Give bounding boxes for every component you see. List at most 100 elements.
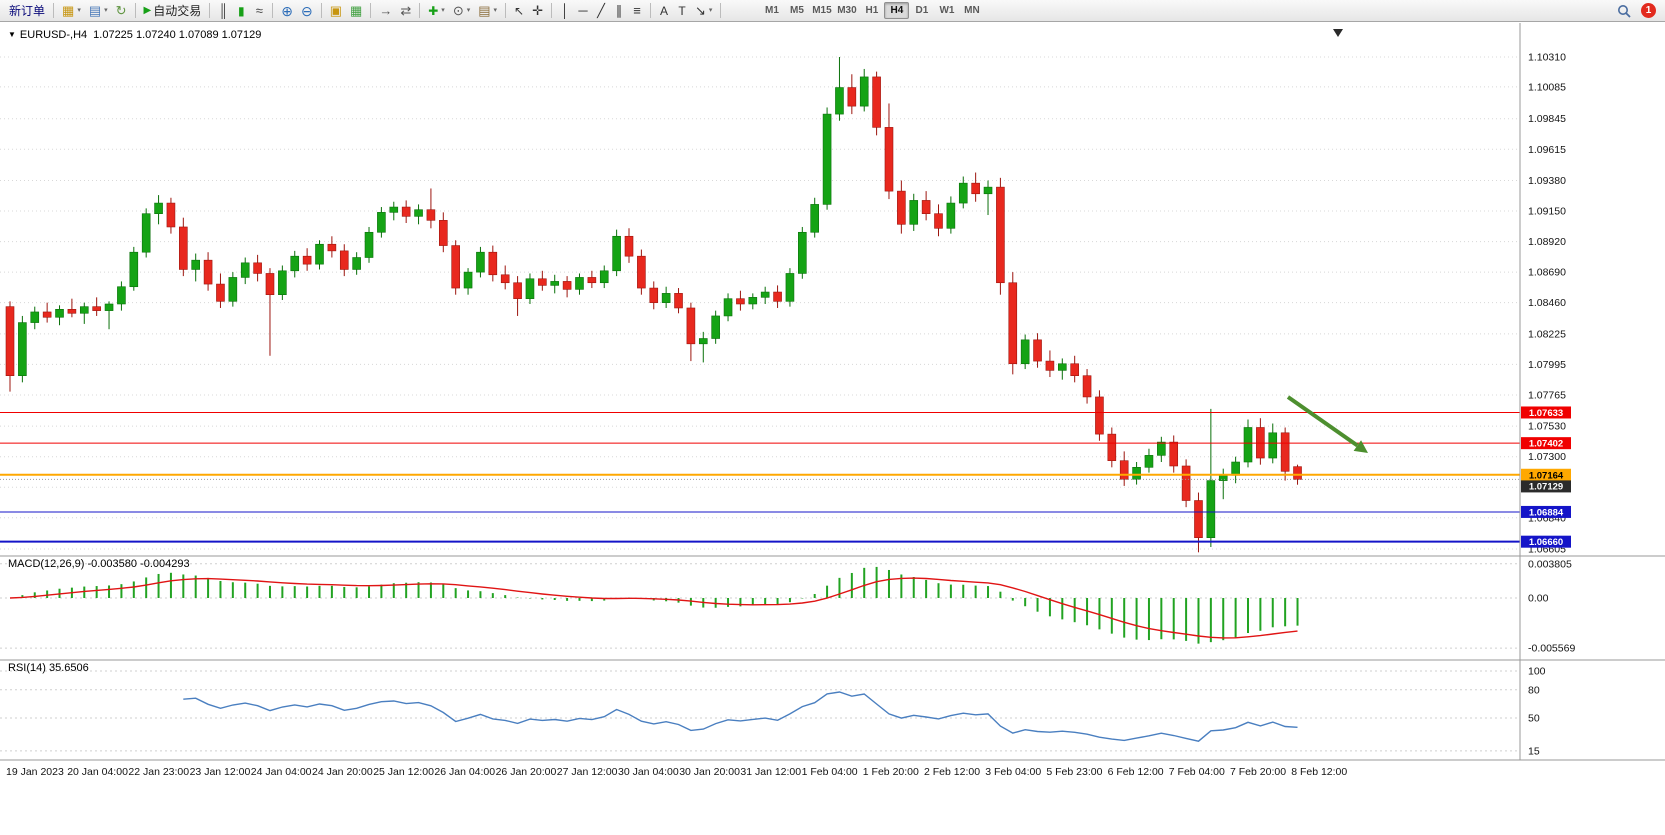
candle-body: [92, 306, 101, 311]
zoom-out-icon-glyph: ⊖: [301, 2, 313, 19]
candle-body: [339, 250, 349, 270]
auto-scroll-icon[interactable]: →: [375, 2, 396, 20]
candle-body: [438, 220, 448, 246]
label-icon-glyph: T: [678, 3, 686, 18]
collapse-triangle-icon[interactable]: ▼: [8, 30, 16, 39]
new-chart-icon-caret: ▾: [77, 7, 81, 14]
candle-body: [996, 186, 1005, 284]
rsi-axis-label: 50: [1528, 713, 1540, 725]
zoom-out-icon[interactable]: ⊖: [297, 2, 317, 20]
candle-body: [67, 309, 77, 314]
notification-badge[interactable]: 1: [1641, 3, 1656, 18]
new-window-icon[interactable]: ▣: [326, 2, 346, 20]
timeframe-h1[interactable]: H1: [859, 2, 884, 19]
label-icon[interactable]: T: [673, 2, 691, 20]
timeframe-m30[interactable]: M30: [834, 2, 859, 19]
candle-body: [463, 271, 473, 289]
toolbar-separator: [53, 3, 55, 18]
search-icon[interactable]: [1617, 4, 1631, 18]
arrows-icon[interactable]: ↘ ▾: [691, 2, 716, 20]
candlestick-chart-icon-glyph: ▮: [237, 3, 245, 18]
price-tag-label: 1.07633: [1529, 408, 1563, 419]
indicators-icon-caret: ▾: [441, 7, 445, 14]
chart-shift-icon[interactable]: ⇄: [396, 2, 415, 20]
candle-body: [760, 291, 770, 298]
horizontal-line-icon[interactable]: ─: [574, 2, 592, 20]
candle-body: [30, 311, 40, 323]
refresh-icon[interactable]: ↻: [112, 2, 131, 20]
channel-icon[interactable]: ∥: [610, 2, 628, 20]
arrows-icon-glyph: ↘: [695, 3, 706, 18]
crosshair-icon-glyph: ✛: [532, 3, 544, 18]
toolbar-right: 1: [1617, 3, 1660, 18]
candle-body: [389, 206, 399, 213]
date-axis-label: 31 Jan 12:00: [740, 766, 801, 778]
fibonacci-icon[interactable]: ≡: [628, 2, 646, 20]
date-axis-label: 6 Feb 12:00: [1108, 766, 1164, 778]
line-chart-icon-glyph: ≈: [255, 3, 263, 18]
chart-shift-icon-glyph: ⇄: [400, 3, 412, 18]
candle-body: [921, 200, 931, 214]
horizontal-line-icon-glyph: ─: [578, 3, 588, 18]
candle-body: [1045, 360, 1055, 371]
timeframe-mn[interactable]: MN: [959, 2, 984, 19]
auto-trading-button[interactable]: ▶ 自动交易: [140, 2, 206, 20]
text-icon[interactable]: A: [655, 2, 673, 20]
candle-body: [835, 87, 844, 115]
periods-icon[interactable]: ⊙ ▾: [449, 2, 474, 20]
candle-body: [426, 209, 436, 221]
vertical-line-icon[interactable]: │: [556, 2, 574, 20]
candle-body: [723, 298, 733, 317]
candle-body: [971, 182, 980, 195]
candle-body: [661, 293, 671, 303]
cursor-icon[interactable]: ↖: [510, 2, 528, 20]
price-axis-label: 1.08225: [1528, 328, 1566, 340]
timeframe-w1[interactable]: W1: [934, 2, 959, 19]
refresh-icon-glyph: ↻: [115, 3, 127, 18]
new-order-button[interactable]: 新订单: [5, 2, 49, 20]
date-axis-label: 27 Jan 12:00: [557, 766, 618, 778]
indicators-icon[interactable]: ✚ ▾: [424, 2, 449, 20]
price-tag-label: 1.06660: [1529, 537, 1563, 548]
candlestick-chart-icon[interactable]: ▮: [232, 2, 250, 20]
templates-icon[interactable]: ▤ ▾: [474, 2, 501, 20]
ohlc-quotes: 1.07225 1.07240 1.07089 1.07129: [93, 29, 262, 41]
candle-body: [104, 303, 114, 311]
auto-trading-button-label: 自动交易: [153, 4, 202, 18]
new-chart-icon[interactable]: ▦ ▾: [58, 2, 85, 20]
chart-shift-marker[interactable]: [1333, 29, 1343, 37]
candle-body: [1231, 461, 1240, 476]
candle-body: [562, 281, 572, 290]
macd-axis-label: -0.005569: [1528, 643, 1575, 655]
periods-icon-glyph: ⊙: [452, 3, 464, 18]
candle-body: [364, 231, 374, 258]
timeframe-h4[interactable]: H4: [884, 2, 910, 19]
bar-chart-icon[interactable]: ║: [214, 2, 232, 20]
date-axis-label: 2 Feb 12:00: [924, 766, 980, 778]
toolbar-separator: [720, 3, 722, 18]
candle-body: [550, 281, 560, 286]
tile-windows-icon[interactable]: ▦: [346, 2, 366, 20]
candle-body: [649, 287, 659, 303]
profiles-icon-glyph: ▤: [88, 3, 102, 18]
symbol-period-label: EURUSD-,H4: [19, 29, 88, 41]
profiles-icon[interactable]: ▤ ▾: [85, 2, 112, 20]
candle-body: [698, 338, 708, 345]
vertical-line-icon-glyph: │: [560, 3, 570, 18]
timeframe-m5[interactable]: M5: [784, 2, 809, 19]
trend-arrow[interactable]: [1286, 395, 1359, 448]
timeframe-m1[interactable]: M1: [759, 2, 784, 19]
crosshair-icon[interactable]: ✛: [528, 2, 547, 20]
new-window-icon-glyph: ▣: [329, 3, 343, 18]
candle-body: [401, 206, 411, 217]
templates-icon-glyph: ▤: [478, 3, 491, 18]
timeframe-m15[interactable]: M15: [809, 2, 834, 19]
line-chart-icon[interactable]: ≈: [250, 2, 268, 20]
trend-arrow-head[interactable]: [1353, 440, 1368, 453]
trendline-icon[interactable]: ╱: [592, 2, 610, 20]
zoom-in-icon[interactable]: ⊕: [277, 2, 297, 20]
candle-body: [228, 277, 238, 302]
candle-body: [884, 127, 894, 192]
timeframe-d1[interactable]: D1: [909, 2, 934, 19]
